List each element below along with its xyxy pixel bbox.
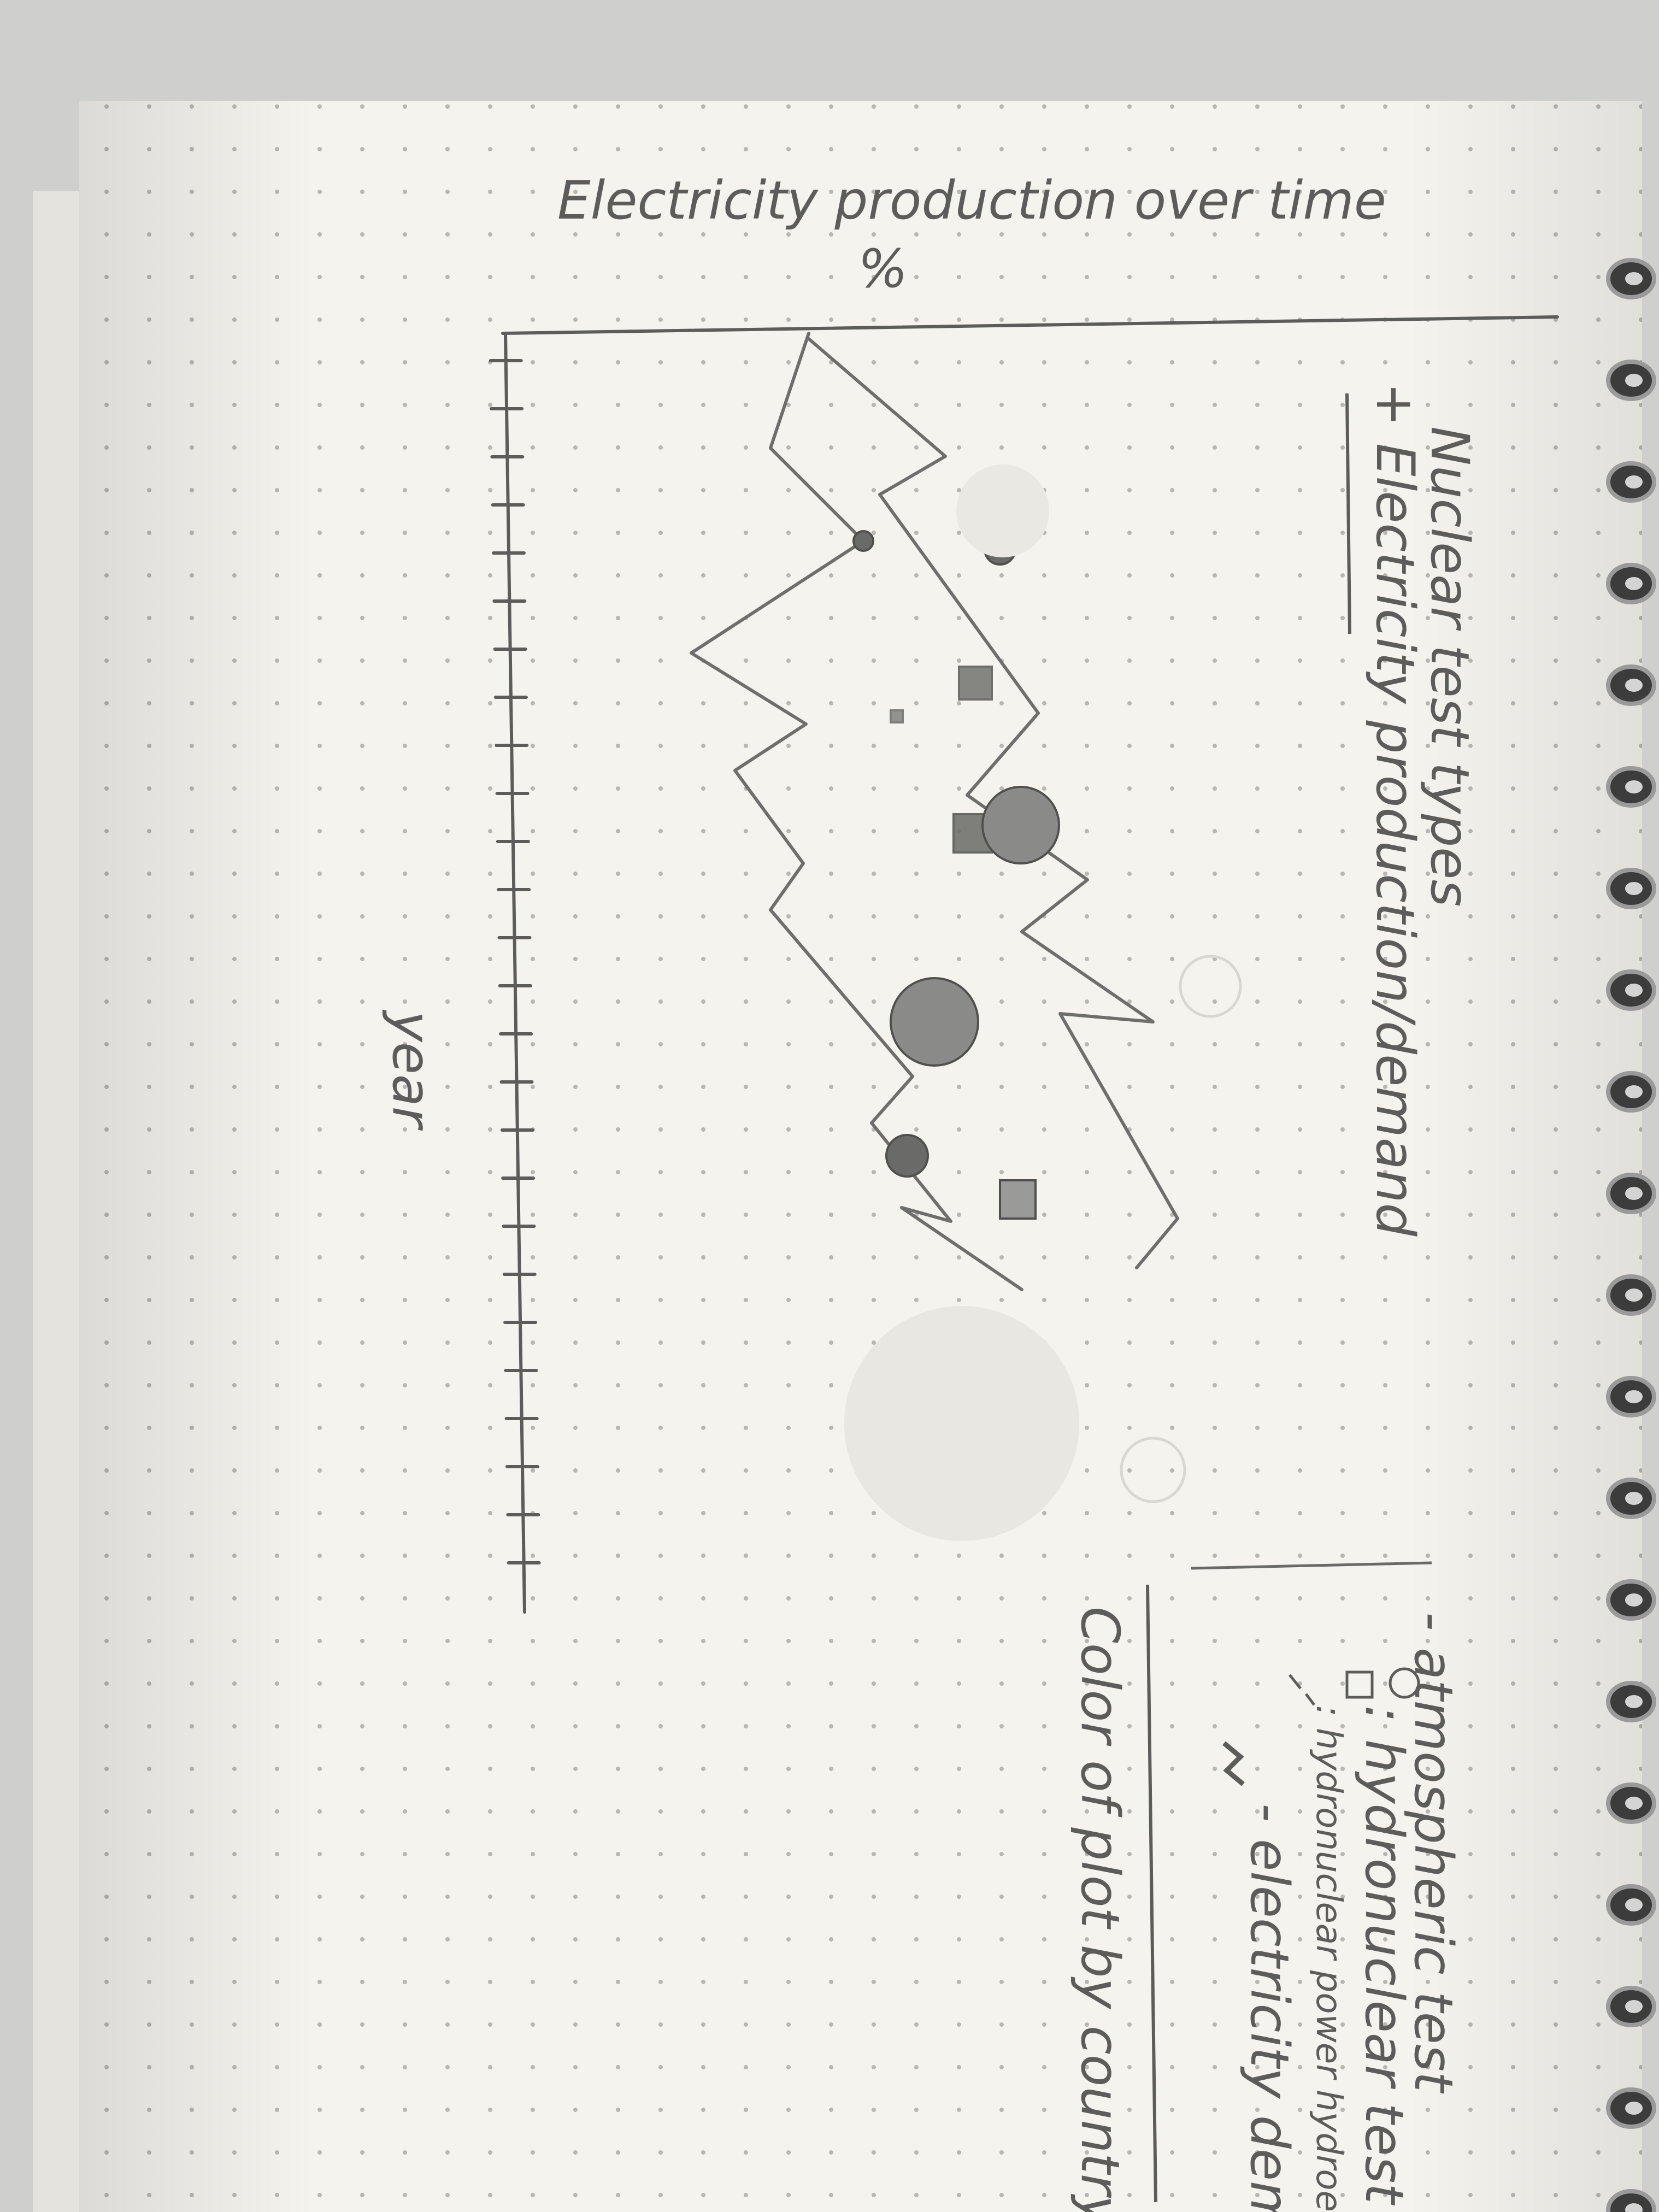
legend-item-atmospheric: - atmospheric test xyxy=(1403,1612,1464,2094)
zigzag-icon xyxy=(1222,1741,1245,1786)
spiral-hole xyxy=(1625,475,1643,489)
spiral-hole xyxy=(1625,577,1643,590)
y-axis-percent-mark: % xyxy=(858,238,908,299)
legend-item-power: : hydronuclear power hydroelectric power xyxy=(1308,1705,1349,2212)
spiral-hole xyxy=(1625,2102,1643,2115)
side-note-line-2: + Electricity production/demand xyxy=(1364,383,1426,1237)
sketch-title: Electricity production over time xyxy=(557,170,1386,231)
x-axis-label: year xyxy=(381,1009,442,1131)
square-icon xyxy=(1345,1670,1374,1699)
legend-divider xyxy=(1146,1584,1157,2203)
circle-icon xyxy=(1389,1667,1420,1699)
legend-item-demand: - electricity demand xyxy=(1239,1803,1300,2212)
erased-circle xyxy=(1120,1437,1186,1503)
spiral-hole xyxy=(1625,1797,1643,1810)
spiral-hole xyxy=(1625,2203,1643,2212)
erased-circle xyxy=(1179,955,1242,1018)
side-note-underline xyxy=(1345,393,1351,634)
sketch-line-2 xyxy=(807,337,1179,1269)
erased-circle xyxy=(956,464,1049,557)
legend-top-line xyxy=(1191,1561,1432,1570)
left-axis-line xyxy=(504,332,526,1614)
spiral-hole xyxy=(1625,1289,1643,1302)
page-shading xyxy=(79,101,1642,2212)
spiral-hole xyxy=(1625,272,1643,285)
erased-circle xyxy=(844,1306,1079,1541)
small-dot-marker xyxy=(852,530,874,552)
spiral-hole xyxy=(1625,374,1643,387)
tiny-square-marker xyxy=(890,709,904,723)
hatched-square-marker xyxy=(958,666,993,701)
spiral-hole xyxy=(1625,1898,1643,1911)
dashes-icon xyxy=(1289,1674,1315,1706)
legend-item-hydronuclear: : hydronuclear test xyxy=(1354,1705,1415,2205)
erased-shapes xyxy=(844,464,1242,1541)
medium-circle-marker xyxy=(885,1134,929,1178)
spiral-hole xyxy=(1625,1085,1643,1098)
legend-footer-note: Color of plot by country xyxy=(1069,1607,1131,2212)
spiral-hole xyxy=(1625,780,1643,793)
hatched-square-marker xyxy=(999,1179,1037,1220)
spiral-hole xyxy=(1625,1492,1643,1505)
spiral-hole xyxy=(1625,1593,1643,1607)
large-circle-marker xyxy=(981,786,1060,864)
spiral-ring xyxy=(1606,2189,1656,2212)
spiral-hole xyxy=(1625,984,1643,997)
side-note-line-1: Nuclear test types xyxy=(1419,426,1480,907)
axis-ticks xyxy=(489,359,541,1564)
large-circle-marker xyxy=(890,977,979,1067)
spiral-hole xyxy=(1625,679,1643,692)
legend: - atmospheric test : hydronuclear test :… xyxy=(1069,1561,1464,2212)
top-axis-line xyxy=(501,315,1559,335)
spiral-binding xyxy=(1606,258,1656,2212)
spiral-hole xyxy=(1625,1695,1643,1708)
spiral-hole xyxy=(1625,2000,1643,2013)
spiral-hole xyxy=(1625,1187,1643,1200)
spiral-hole xyxy=(1625,1390,1643,1403)
spiral-hole xyxy=(1625,882,1643,895)
axes xyxy=(489,315,1559,1614)
